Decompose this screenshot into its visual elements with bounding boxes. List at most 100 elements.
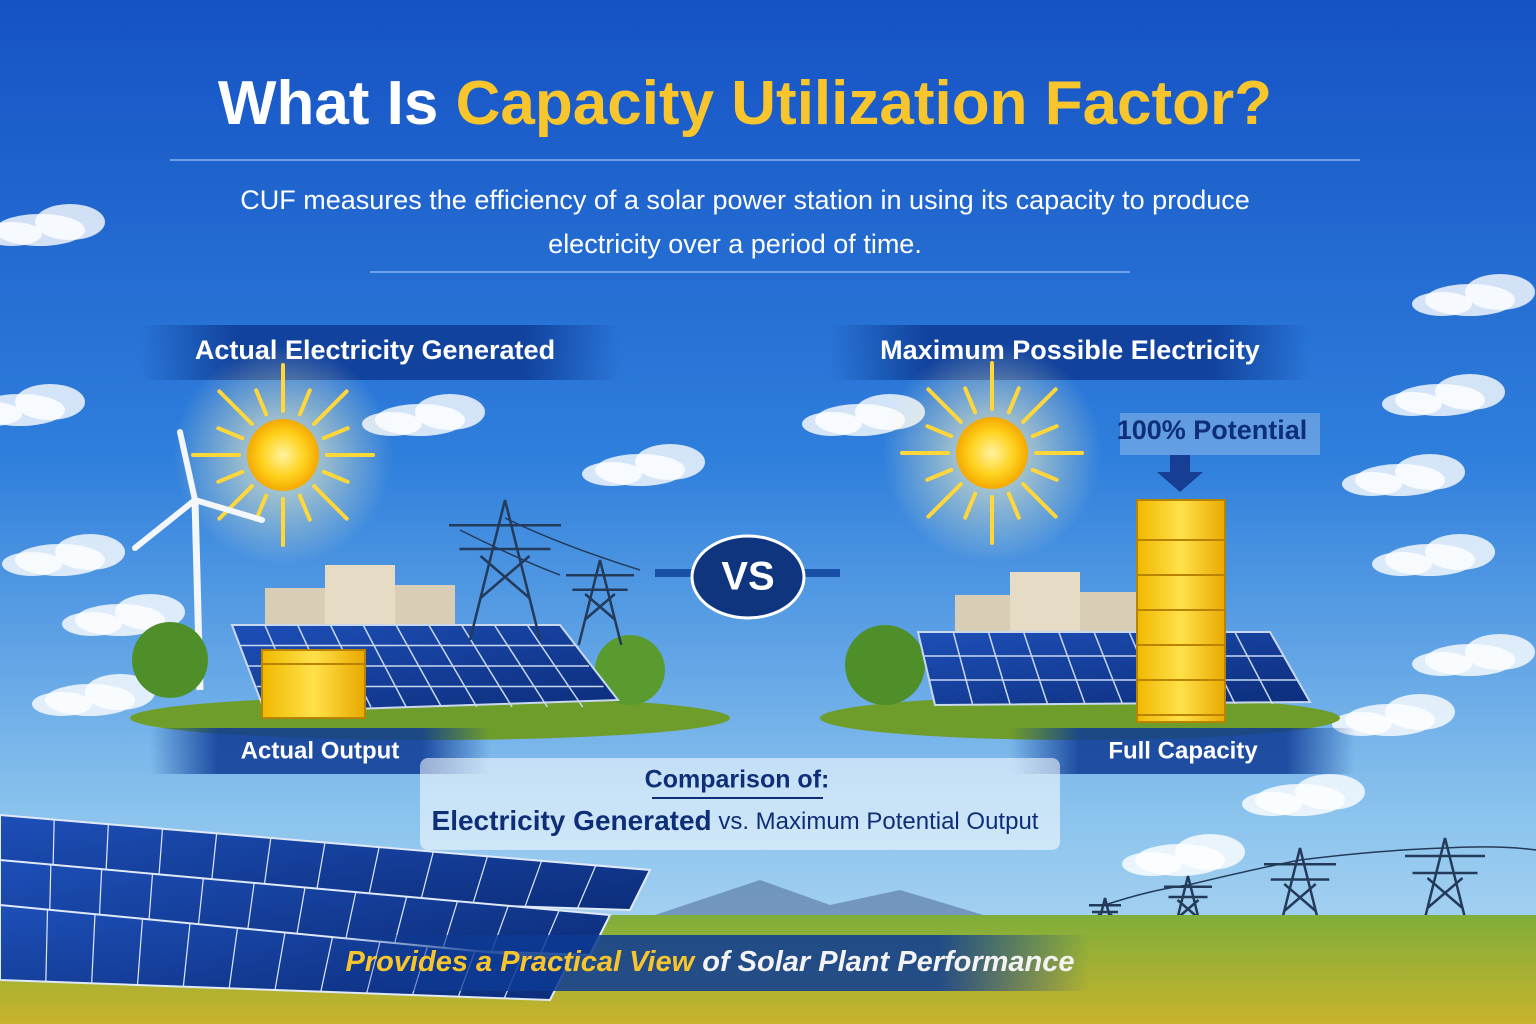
sun-ray	[925, 424, 954, 439]
sun-ray	[217, 389, 254, 426]
sun-ray	[963, 386, 978, 415]
title-prefix: What Is	[218, 69, 438, 138]
cloud	[55, 534, 125, 570]
solar-array	[916, 631, 1312, 707]
turbine-blades	[132, 429, 265, 551]
sun-ray	[1006, 491, 1021, 520]
building	[395, 585, 455, 625]
vs-text: VS	[721, 555, 774, 599]
panel-line	[91, 914, 96, 984]
building	[265, 588, 325, 628]
cloud	[32, 692, 92, 716]
title-highlight: Capacity Utilization Factor?	[456, 69, 1272, 138]
building	[1080, 592, 1137, 632]
cloud	[1342, 472, 1402, 496]
cloud	[802, 412, 862, 436]
label-band	[1010, 728, 1355, 774]
left-label: Actual Output	[241, 737, 400, 764]
sun	[956, 417, 1028, 489]
sun-ray	[1030, 424, 1059, 439]
building	[955, 595, 1010, 635]
sun-ray	[925, 467, 954, 482]
panel-line	[1022, 631, 1049, 705]
tree	[845, 625, 925, 705]
cloud	[1395, 454, 1465, 490]
title: What Is Capacity Utilization Factor?	[218, 69, 1272, 138]
cloud	[1412, 292, 1472, 316]
comparison-line: Electricity Generated vs. Maximum Potent…	[432, 805, 1039, 836]
footer-rest: of Solar Plant Performance	[702, 946, 1074, 978]
panel-line	[1234, 631, 1274, 705]
pylon	[566, 559, 634, 646]
sun-ray	[926, 387, 963, 424]
comparison-primary: Electricity Generated	[432, 805, 712, 836]
subtitle-line: electricity over a period of time.	[548, 229, 922, 259]
cloud	[115, 594, 185, 630]
comparison-secondary: Maximum Potential Output	[756, 808, 1039, 835]
sun-ray	[297, 388, 312, 417]
sun-ray	[216, 469, 245, 484]
power-line	[459, 517, 1536, 906]
panel-line	[228, 927, 239, 989]
cloud	[1122, 852, 1182, 876]
cloud	[1385, 694, 1455, 730]
sun-ray	[254, 388, 269, 417]
pylon	[1264, 847, 1336, 939]
sun-ray	[297, 493, 312, 522]
sun-ray	[312, 484, 349, 521]
potential-badge: 100% Potential	[1117, 415, 1308, 445]
tree	[595, 635, 665, 705]
sun	[247, 419, 319, 491]
panel-line	[1058, 631, 1086, 705]
sun-ray	[1021, 387, 1058, 424]
cloud	[2, 552, 62, 576]
tree	[132, 622, 208, 698]
building	[1010, 572, 1080, 632]
cloud	[1412, 652, 1472, 676]
footer-highlight: Provides a Practical View	[345, 946, 696, 978]
vs-badge	[690, 534, 806, 620]
sun-ray	[321, 426, 350, 441]
sun-ray	[312, 389, 349, 426]
comparison-heading: Comparison of:	[645, 766, 830, 794]
footer-band	[330, 935, 1090, 991]
cloud	[1242, 792, 1302, 816]
cloud	[1425, 534, 1495, 570]
badge-band	[1120, 413, 1320, 455]
cloud	[1465, 274, 1535, 310]
cloud	[62, 612, 122, 636]
pylon	[1405, 837, 1485, 939]
cloud	[1382, 392, 1442, 416]
building	[325, 565, 395, 625]
pylon	[449, 499, 561, 641]
heading-band	[830, 325, 1310, 380]
panel-line	[136, 918, 144, 986]
cloud	[635, 444, 705, 480]
comparison-panel	[420, 758, 1060, 850]
panel-line	[45, 909, 49, 982]
panel-line	[524, 860, 543, 907]
actual-output-bar	[261, 649, 366, 719]
bar-segments	[1137, 539, 1225, 716]
pylon	[1164, 875, 1212, 937]
sun-ray	[216, 426, 245, 441]
sun-ray	[1006, 386, 1021, 415]
sun-ray	[217, 484, 254, 521]
panel-line	[274, 932, 286, 991]
panel-line	[576, 865, 597, 909]
cloud	[15, 384, 85, 420]
pylons	[449, 499, 1536, 939]
cloud	[1372, 552, 1432, 576]
sun-ray	[926, 482, 963, 519]
cloud	[0, 402, 22, 426]
sun-ray	[1021, 482, 1058, 519]
subtitle-line: CUF measures the efficiency of a solar p…	[240, 185, 1250, 215]
panel-line	[182, 923, 191, 987]
cloud	[582, 462, 642, 486]
arrow-down	[1157, 455, 1203, 492]
sun-rays	[191, 361, 1084, 547]
panel-line	[952, 631, 974, 705]
cloud	[1435, 374, 1505, 410]
cloud	[0, 222, 42, 246]
